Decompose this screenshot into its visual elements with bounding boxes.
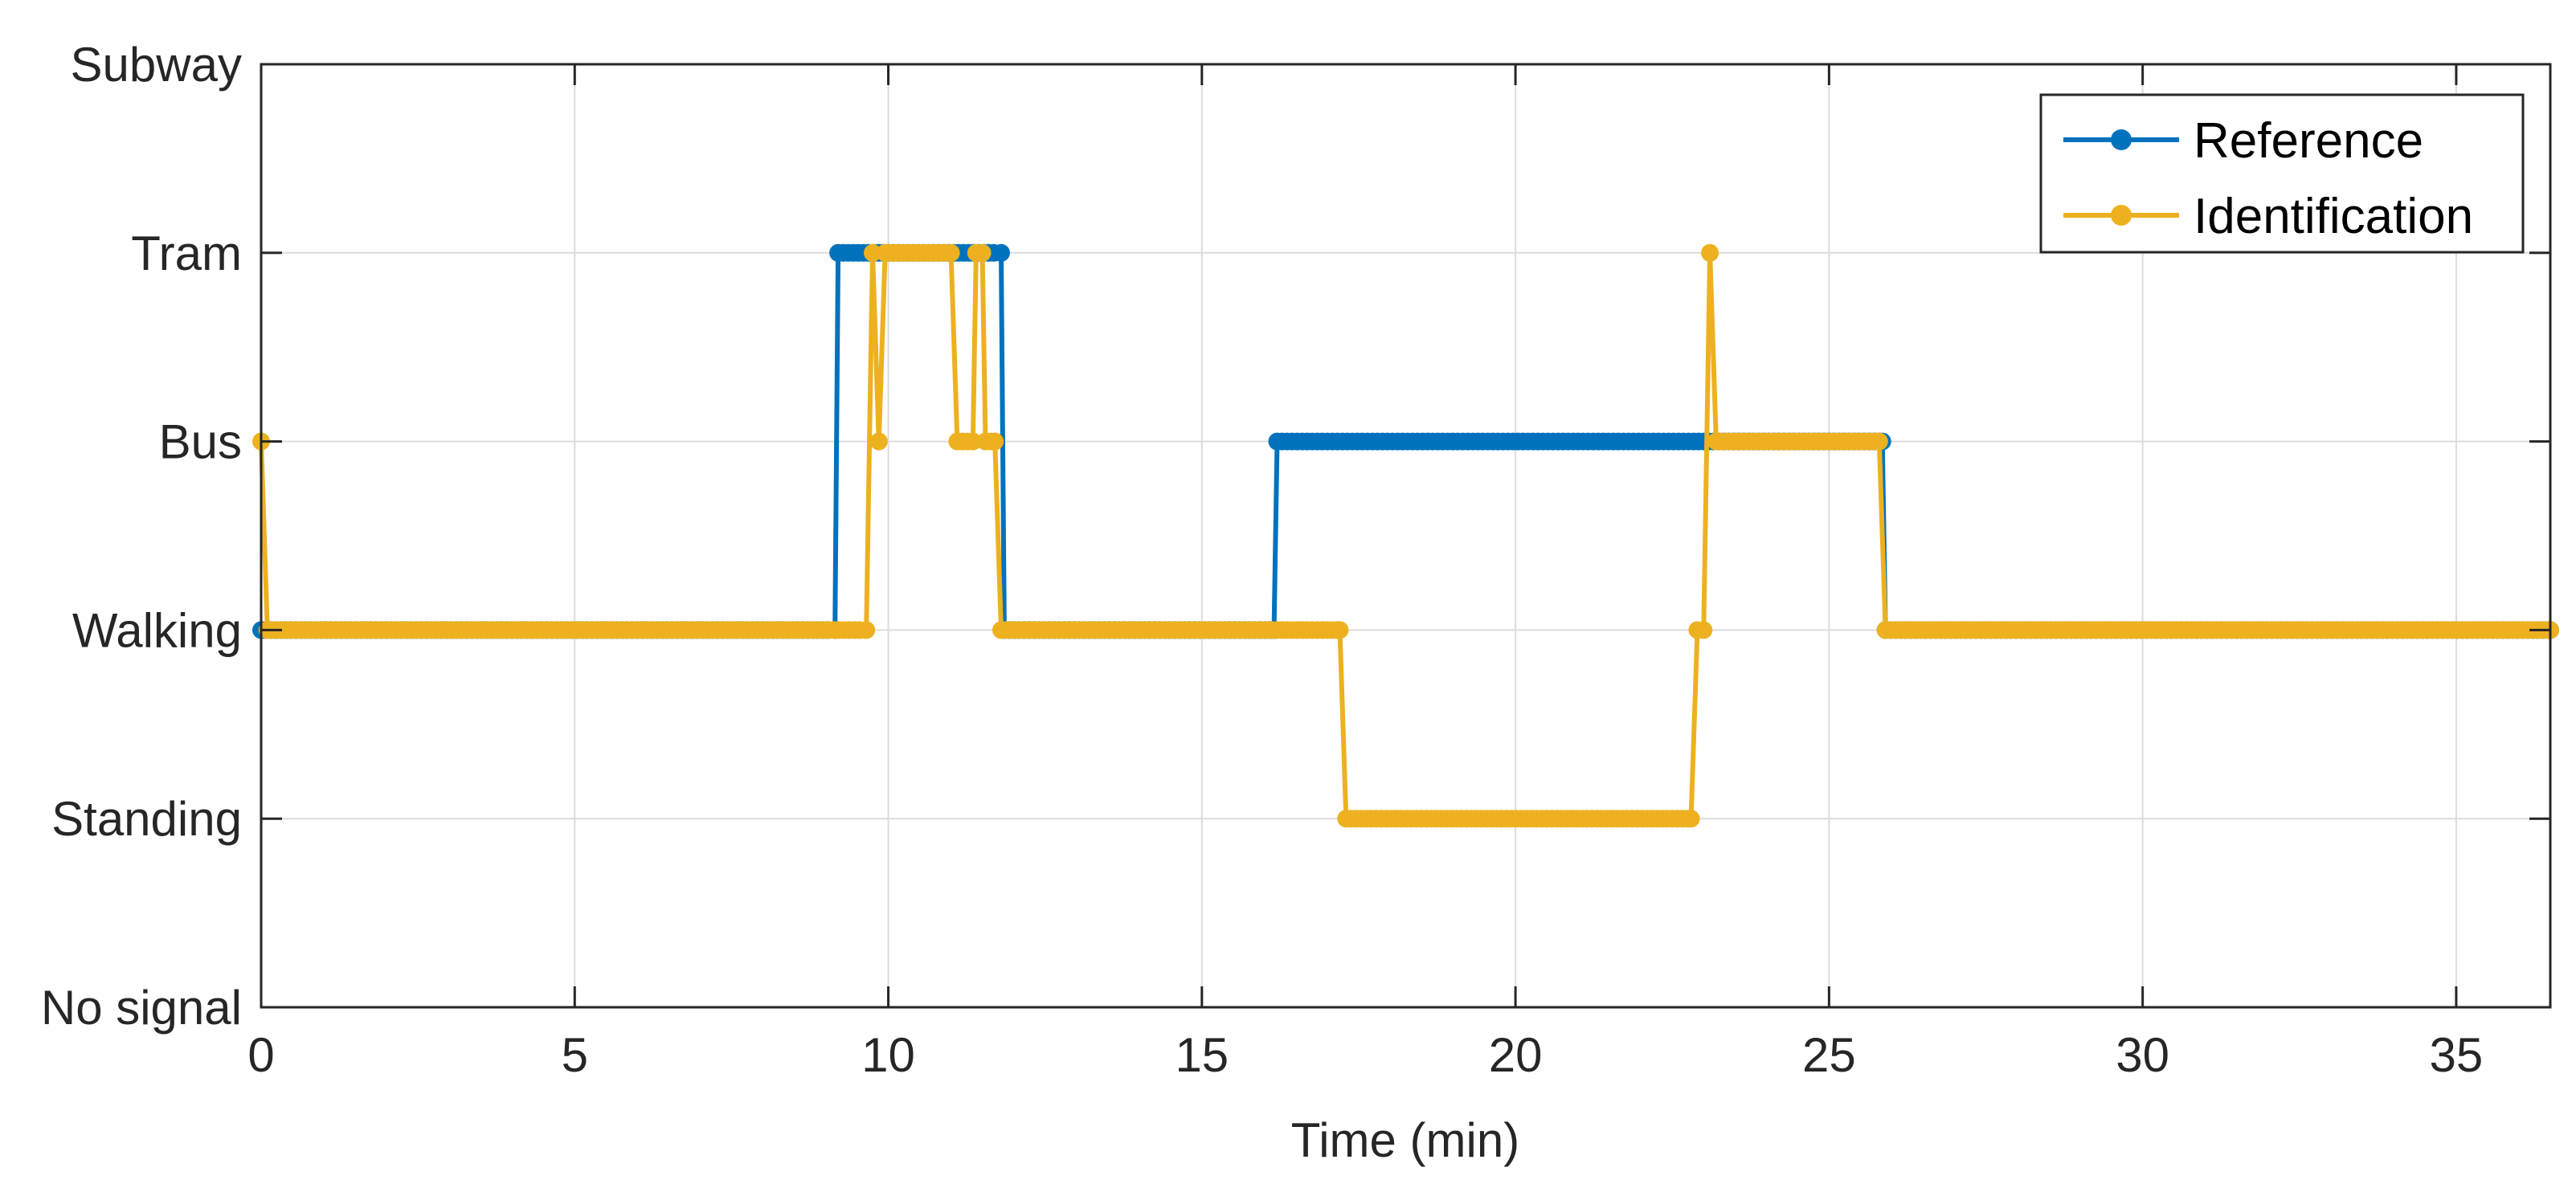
data-point: [973, 243, 992, 262]
legend: Reference Identification: [2039, 93, 2525, 254]
data-point: [857, 621, 876, 639]
x-tick-label: 35: [2430, 1028, 2484, 1082]
y-tick-label: Walking: [72, 603, 242, 657]
legend-box: [2039, 93, 2525, 254]
x-tick-label: 30: [2116, 1028, 2169, 1082]
legend-swatch-marker: [2111, 205, 2132, 226]
data-point: [1701, 243, 1719, 262]
x-tick-label: 20: [1489, 1028, 1543, 1082]
x-axis-title: Time (min): [1291, 1113, 1519, 1167]
x-tick-label: 10: [861, 1028, 915, 1082]
tick-labels: 0 5 10 15 20 25 30 35 No signal Standing Walking Bu…: [41, 38, 2483, 1082]
data-point: [942, 243, 960, 262]
data-point: [1331, 621, 1349, 639]
data-point: [1870, 432, 1888, 451]
y-tick-label: Bus: [159, 415, 242, 469]
legend-swatch-marker: [2111, 129, 2132, 150]
x-tick-label: 5: [562, 1028, 588, 1082]
x-tick-label: 15: [1175, 1028, 1229, 1082]
plot-frame: [260, 63, 2552, 1009]
y-tick-label: Standing: [51, 792, 242, 846]
data-point: [986, 432, 1004, 451]
y-tick-label: Subway: [71, 38, 242, 92]
legend-label: Identification: [2194, 189, 2473, 244]
legend-label: Reference: [2194, 113, 2423, 169]
x-tick-label: 25: [1802, 1028, 1856, 1082]
y-tick-label: No signal: [41, 981, 242, 1035]
y-tick-label: Tram: [131, 227, 242, 280]
ticks: [260, 63, 2550, 1009]
data-point: [1682, 810, 1700, 828]
data-point: [992, 243, 1010, 262]
data-point: [864, 243, 881, 262]
data-point: [963, 432, 982, 451]
x-tick-label: 0: [247, 1028, 274, 1082]
series-identification: [252, 243, 2559, 828]
data-point: [869, 432, 888, 451]
series-layer: [252, 243, 2559, 828]
data-point: [1695, 621, 1713, 639]
